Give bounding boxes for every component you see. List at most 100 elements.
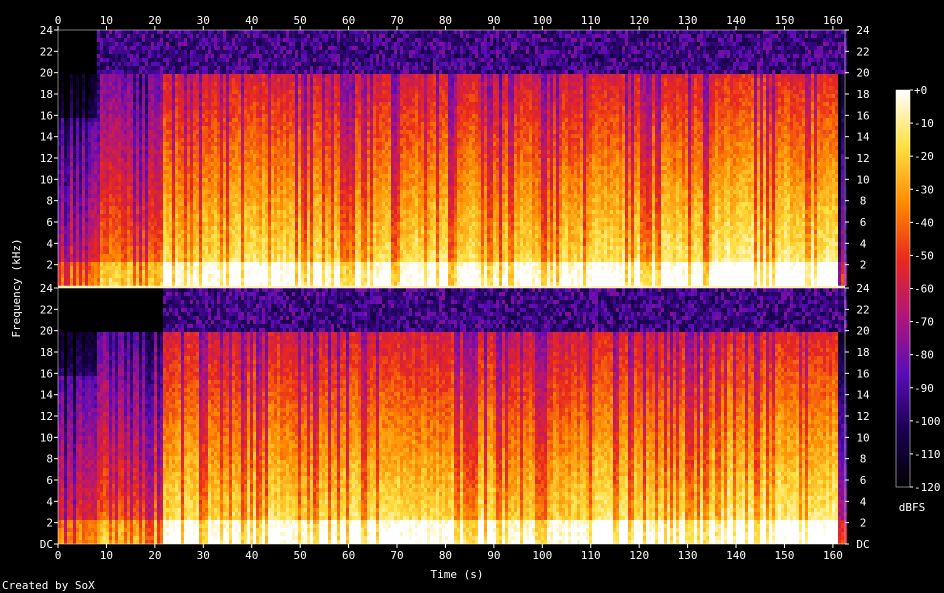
x-tick-bottom-label: 150 — [775, 549, 795, 562]
x-tick-bottom-label: 90 — [487, 549, 500, 562]
y-tick-left-label: 16 — [40, 109, 53, 122]
colorbar-tick-label: -100 — [914, 415, 941, 428]
y-tick-left-label: 2 — [46, 517, 53, 530]
y-tick-right-label: 22 — [856, 303, 869, 316]
y-tick-right-label: 4 — [860, 237, 867, 250]
x-tick-bottom-label: 160 — [823, 549, 843, 562]
x-tick-top-label: 110 — [581, 14, 601, 27]
x-tick-top-label: 50 — [294, 14, 307, 27]
y-tick-left-label: 24 — [40, 24, 54, 37]
colorbar-tick-label: -30 — [914, 183, 934, 196]
y-tick-right-label: 6 — [860, 474, 867, 487]
y-tick-right-label: 2 — [860, 517, 867, 530]
x-tick-top-label: 90 — [487, 14, 500, 27]
y-tick-right-label: 2 — [860, 259, 867, 272]
y-tick-right-label: 12 — [856, 152, 869, 165]
y-tick-left-label: 12 — [40, 410, 53, 423]
colorbar-tick-label: -90 — [914, 382, 934, 395]
x-tick-bottom-label: 110 — [581, 549, 601, 562]
y-tick-right-label: 16 — [856, 109, 869, 122]
x-tick-top-label: 10 — [100, 14, 113, 27]
y-tick-right-label: 8 — [860, 453, 867, 466]
y-tick-right-label: 8 — [860, 195, 867, 208]
y-tick-right-label: 14 — [856, 131, 870, 144]
y-tick-left-label: 2 — [46, 259, 53, 272]
y-tick-left-label: 8 — [46, 453, 53, 466]
y-tick-left-label: 12 — [40, 152, 53, 165]
x-tick-top-label: 20 — [148, 14, 161, 27]
x-tick-bottom-label: 10 — [100, 549, 113, 562]
x-tick-bottom-label: 40 — [245, 549, 258, 562]
colorbar: +0 -10 -20 -30 -40 -50 -60 -70 -80 -90 -100 -110 -12… — [896, 84, 941, 494]
x-tick-top-label: 30 — [197, 14, 210, 27]
x-tick-bottom-label: 50 — [294, 549, 307, 562]
x-tick-top-label: 160 — [823, 14, 843, 27]
credit-text: Created by SoX — [2, 579, 95, 592]
colorbar-tick-label: -70 — [914, 316, 934, 329]
x-tick-top-label: 80 — [439, 14, 452, 27]
y-tick-left-label: 18 — [40, 346, 53, 359]
x-tick-bottom-label: 0 — [55, 549, 62, 562]
x-tick-top-label: 40 — [245, 14, 258, 27]
spectrogram-panels — [58, 30, 847, 544]
y-axis-label: Frequency (kHz) — [10, 238, 23, 337]
y-tick-right-label: 16 — [856, 367, 869, 380]
colorbar-tick-label: +0 — [914, 84, 927, 97]
y-tick-left-label: 14 — [40, 389, 54, 402]
x-tick-top-label: 70 — [390, 14, 403, 27]
x-tick-top-label: 150 — [775, 14, 795, 27]
y-tick-right-label: 24 — [856, 282, 870, 295]
y-tick-left-label: 20 — [40, 67, 53, 80]
channel-2-panel — [58, 288, 847, 544]
y-tick-left-label: 18 — [40, 88, 53, 101]
y-tick-right-label: 20 — [856, 325, 869, 338]
y-tick-right-label: 12 — [856, 410, 869, 423]
y-tick-right-label: 18 — [856, 346, 869, 359]
y-tick-left-label: 6 — [46, 216, 53, 229]
x-tick-top-label: 140 — [726, 14, 746, 27]
y-tick-right-label: 6 — [860, 216, 867, 229]
x-tick-top-label: 120 — [629, 14, 649, 27]
colorbar-tick-label: -120 — [914, 481, 941, 494]
y-tick-right-label: 14 — [856, 389, 870, 402]
x-tick-top-label: 60 — [342, 14, 355, 27]
colorbar-tick-label: -40 — [914, 216, 934, 229]
colorbar-tick-label: -80 — [914, 349, 934, 362]
x-ticks-bottom: 0 10 20 30 40 50 60 70 80 90 100 110 120 130 140 150 160 — [55, 544, 843, 562]
x-tick-top-label: 0 — [55, 14, 62, 27]
x-tick-bottom-label: 70 — [390, 549, 403, 562]
x-tick-bottom-label: 80 — [439, 549, 452, 562]
y-tick-left-label: 10 — [40, 173, 53, 186]
y-tick-right-label: 10 — [856, 431, 869, 444]
channel-1-panel — [58, 30, 847, 286]
x-tick-bottom-label: 60 — [342, 549, 355, 562]
y-tick-right-label: DC — [856, 538, 869, 551]
y-tick-left-label: 20 — [40, 325, 53, 338]
colorbar-gradient — [896, 90, 910, 487]
colorbar-tick-label: -20 — [914, 150, 934, 163]
x-tick-bottom-label: 130 — [678, 549, 698, 562]
x-tick-bottom-label: 100 — [532, 549, 552, 562]
y-tick-left-label: 24 — [40, 282, 54, 295]
channel-divider — [58, 286, 845, 288]
colorbar-tick-label: -60 — [914, 283, 934, 296]
x-ticks-top: 0 10 20 30 40 50 60 70 80 90 100 110 120 130 140 150 160 — [55, 14, 843, 30]
y-tick-right-label: 18 — [856, 88, 869, 101]
colorbar-tick-label: -50 — [914, 249, 934, 262]
y-tick-right-label: 24 — [856, 24, 870, 37]
x-tick-bottom-label: 20 — [148, 549, 161, 562]
x-axis-label: Time (s) — [431, 568, 484, 581]
y-tick-left-label: 14 — [40, 131, 54, 144]
y-tick-left-label: 8 — [46, 195, 53, 208]
x-tick-bottom-label: 120 — [629, 549, 649, 562]
colorbar-tick-label: -110 — [914, 448, 941, 461]
y-tick-left-label: 16 — [40, 367, 53, 380]
colorbar-tick-label: -10 — [914, 117, 934, 130]
x-tick-bottom-label: 30 — [197, 549, 210, 562]
y-tick-left-label: 4 — [46, 495, 53, 508]
colorbar-label: dBFS — [899, 501, 926, 514]
y-tick-right-label: 22 — [856, 45, 869, 58]
y-tick-left-label: 22 — [40, 303, 53, 316]
y-tick-left-label: 4 — [46, 237, 53, 250]
